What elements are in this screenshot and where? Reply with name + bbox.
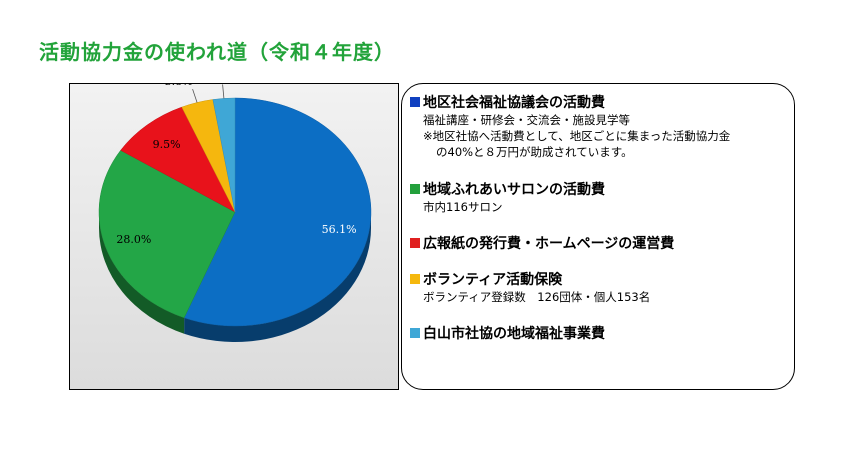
legend-item-note: の40%と８万円が助成されています。	[436, 145, 633, 159]
pie-chart: 56.1%28.0%9.5%3.8%2.6%	[98, 84, 372, 342]
legend-item-title: 地域ふれあいサロンの活動費	[423, 182, 605, 198]
leader-line	[222, 84, 225, 99]
legend-swatch	[410, 274, 420, 284]
data-label: 3.8%	[165, 84, 193, 88]
legend-item-note: ※地区社協へ活動費として、地区ごとに集まった活動協力金	[423, 129, 731, 143]
legend-item-district-council: 地区社会福祉協議会の活動費 福祉講座・研修会・交流会・施設見学等 ※地区社協へ活…	[410, 92, 730, 160]
pie-chart-panel: 56.1%28.0%9.5%3.8%2.6%	[69, 83, 399, 390]
legend-swatch	[410, 184, 420, 194]
pie-slice	[183, 97, 372, 327]
legend-swatch	[410, 97, 420, 107]
pie-slice	[98, 149, 236, 319]
legend-swatch	[410, 238, 420, 248]
legend-item-title: 白山市社協の地域福祉事業費	[423, 326, 605, 342]
legend-item-note: ボランティア登録数 126団体・個人153名	[423, 290, 651, 304]
data-label: 56.1%	[322, 223, 357, 236]
legend-item-title: 広報紙の発行費・ホームページの運営費	[423, 236, 675, 252]
pie-slice-side	[99, 212, 185, 334]
pie-slice	[120, 106, 236, 213]
legend-swatch	[410, 328, 420, 338]
legend-item-title: 地区社会福祉協議会の活動費	[423, 95, 605, 111]
legend-item-hakusan-council: 白山市社協の地域福祉事業費	[410, 323, 605, 343]
legend-item-salon: 地域ふれあいサロンの活動費 市内116サロン	[410, 179, 605, 215]
legend-item-note: 福祉講座・研修会・交流会・施設見学等	[423, 113, 630, 127]
legend-item-title: ボランティア活動保険	[423, 272, 563, 288]
legend-item-note: 市内116サロン	[423, 200, 503, 214]
legend-panel: 地区社会福祉協議会の活動費 福祉講座・研修会・交流会・施設見学等 ※地区社協へ活…	[401, 83, 795, 390]
leader-line	[192, 89, 198, 103]
legend-item-newsletter: 広報紙の発行費・ホームページの運営費	[410, 233, 674, 253]
page-title: 活動協力金の使われ道（令和４年度）	[39, 40, 395, 64]
data-label: 9.5%	[153, 138, 181, 151]
pie-slice-side	[184, 212, 371, 342]
data-label: 28.0%	[116, 233, 151, 246]
legend-item-volunteer-insurance: ボランティア活動保険 ボランティア登録数 126団体・個人153名	[410, 269, 650, 305]
